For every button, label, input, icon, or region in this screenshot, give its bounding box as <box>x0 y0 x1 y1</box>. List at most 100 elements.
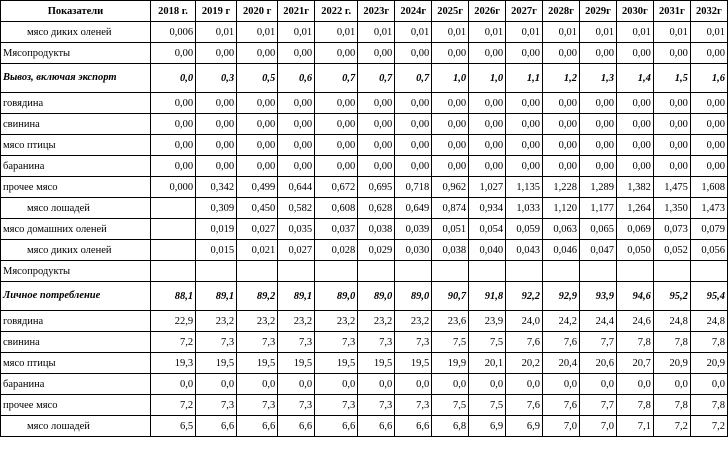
value-cell: 24,8 <box>652 310 691 332</box>
value-cell <box>652 260 691 282</box>
header-year: 2021г <box>277 0 316 22</box>
value-cell: 0,00 <box>357 155 396 177</box>
value-cell <box>149 239 197 261</box>
value-cell: 23,2 <box>195 310 238 332</box>
table-row: баранина 0,00 0,00 0,00 0,00 0,00 0,00 0,00 0,00… <box>0 155 728 177</box>
value-cell <box>431 260 470 282</box>
row-label: Личное потребление <box>0 281 151 311</box>
value-cell: 0,027 <box>236 218 279 240</box>
value-cell: 7,3 <box>195 331 238 353</box>
value-cell: 23,6 <box>431 310 470 332</box>
value-cell: 7,3 <box>277 331 316 353</box>
value-cell: 7,2 <box>689 415 728 437</box>
value-cell: 7,7 <box>579 394 617 416</box>
value-cell: 0,00 <box>615 42 654 64</box>
value-cell: 23,2 <box>277 310 316 332</box>
value-cell: 95,2 <box>652 281 691 311</box>
value-cell: 0,029 <box>357 239 396 261</box>
value-cell: 7,8 <box>689 331 728 353</box>
value-cell: 0,01 <box>505 21 544 43</box>
value-cell: 0,073 <box>652 218 691 240</box>
value-cell: 0,00 <box>542 155 580 177</box>
value-cell: 94,6 <box>615 281 654 311</box>
value-cell: 0,00 <box>468 42 507 64</box>
header-year: 2025г <box>431 0 470 22</box>
data-table: Показатели 2018 г. 2019 г 2020 г 2021г 2022 г… <box>0 0 728 437</box>
value-cell: 6,6 <box>195 415 238 437</box>
value-cell: 6,6 <box>394 415 433 437</box>
value-cell: 0,000 <box>149 176 197 198</box>
value-cell: 0,056 <box>689 239 728 261</box>
value-cell: 93,9 <box>579 281 617 311</box>
value-cell: 0,0 <box>236 373 279 395</box>
value-cell: 0,00 <box>357 92 396 114</box>
value-cell: 0,039 <box>394 218 433 240</box>
value-cell: 0,00 <box>394 92 433 114</box>
value-cell: 0,5 <box>236 63 279 93</box>
header-year: 2030г <box>615 0 654 22</box>
table-row: Мясопродукты <box>0 260 728 282</box>
value-cell: 0,7 <box>394 63 433 93</box>
value-cell: 0,00 <box>394 134 433 156</box>
value-cell: 0,00 <box>615 134 654 156</box>
value-cell: 6,9 <box>468 415 507 437</box>
value-cell: 0,6 <box>277 63 316 93</box>
value-cell: 7,5 <box>431 331 470 353</box>
value-cell: 0,695 <box>357 176 396 198</box>
value-cell <box>579 260 617 282</box>
value-cell: 0,01 <box>579 21 617 43</box>
value-cell: 0,00 <box>314 113 359 135</box>
value-cell: 0,00 <box>505 113 544 135</box>
value-cell: 0,0 <box>689 373 728 395</box>
value-cell: 0,3 <box>195 63 238 93</box>
value-cell: 0,059 <box>505 218 544 240</box>
header-year: 2018 г. <box>149 0 197 22</box>
value-cell: 0,00 <box>236 155 279 177</box>
value-cell: 7,8 <box>652 331 691 353</box>
header-year: 2020 г <box>236 0 279 22</box>
value-cell: 1,135 <box>505 176 544 198</box>
value-cell: 0,644 <box>277 176 316 198</box>
value-cell: 0,01 <box>394 21 433 43</box>
value-cell: 0,051 <box>431 218 470 240</box>
value-cell: 0,7 <box>314 63 359 93</box>
value-cell: 0,035 <box>277 218 316 240</box>
value-cell: 1,6 <box>689 63 728 93</box>
value-cell: 89,1 <box>277 281 316 311</box>
value-cell: 0,00 <box>277 42 316 64</box>
value-cell: 1,177 <box>579 197 617 219</box>
value-cell: 0,649 <box>394 197 433 219</box>
row-label: баранина <box>0 373 151 395</box>
table-row: Вывоз, включая экспорт 0,0 0,3 0,5 0,6 0,7 0,7… <box>0 63 728 93</box>
value-cell: 7,6 <box>505 394 544 416</box>
value-cell: 0,00 <box>236 134 279 156</box>
value-cell: 0,00 <box>357 134 396 156</box>
value-cell: 19,5 <box>236 352 279 374</box>
value-cell <box>468 260 507 282</box>
header-year: 2023г <box>357 0 396 22</box>
value-cell: 0,00 <box>394 155 433 177</box>
value-cell <box>689 260 728 282</box>
value-cell: 0,00 <box>149 134 197 156</box>
value-cell: 0,0 <box>195 373 238 395</box>
value-cell: 0,043 <box>505 239 544 261</box>
value-cell: 0,0 <box>431 373 470 395</box>
value-cell: 0,01 <box>431 21 470 43</box>
value-cell <box>314 260 359 282</box>
value-cell: 1,350 <box>652 197 691 219</box>
value-cell: 6,5 <box>149 415 197 437</box>
value-cell: 0,00 <box>357 42 396 64</box>
value-cell: 0,628 <box>357 197 396 219</box>
header-year: 2022 г. <box>314 0 359 22</box>
value-cell: 0,01 <box>357 21 396 43</box>
value-cell: 89,0 <box>394 281 433 311</box>
table-row: мясо лошадей 0,309 0,450 0,582 0,608 0,628 0,6… <box>0 197 728 219</box>
value-cell: 19,5 <box>314 352 359 374</box>
value-cell: 0,00 <box>195 113 238 135</box>
value-cell: 1,473 <box>689 197 728 219</box>
value-cell: 23,9 <box>468 310 507 332</box>
value-cell: 0,028 <box>314 239 359 261</box>
value-cell: 7,8 <box>615 394 654 416</box>
value-cell: 0,050 <box>615 239 654 261</box>
value-cell: 6,6 <box>314 415 359 437</box>
